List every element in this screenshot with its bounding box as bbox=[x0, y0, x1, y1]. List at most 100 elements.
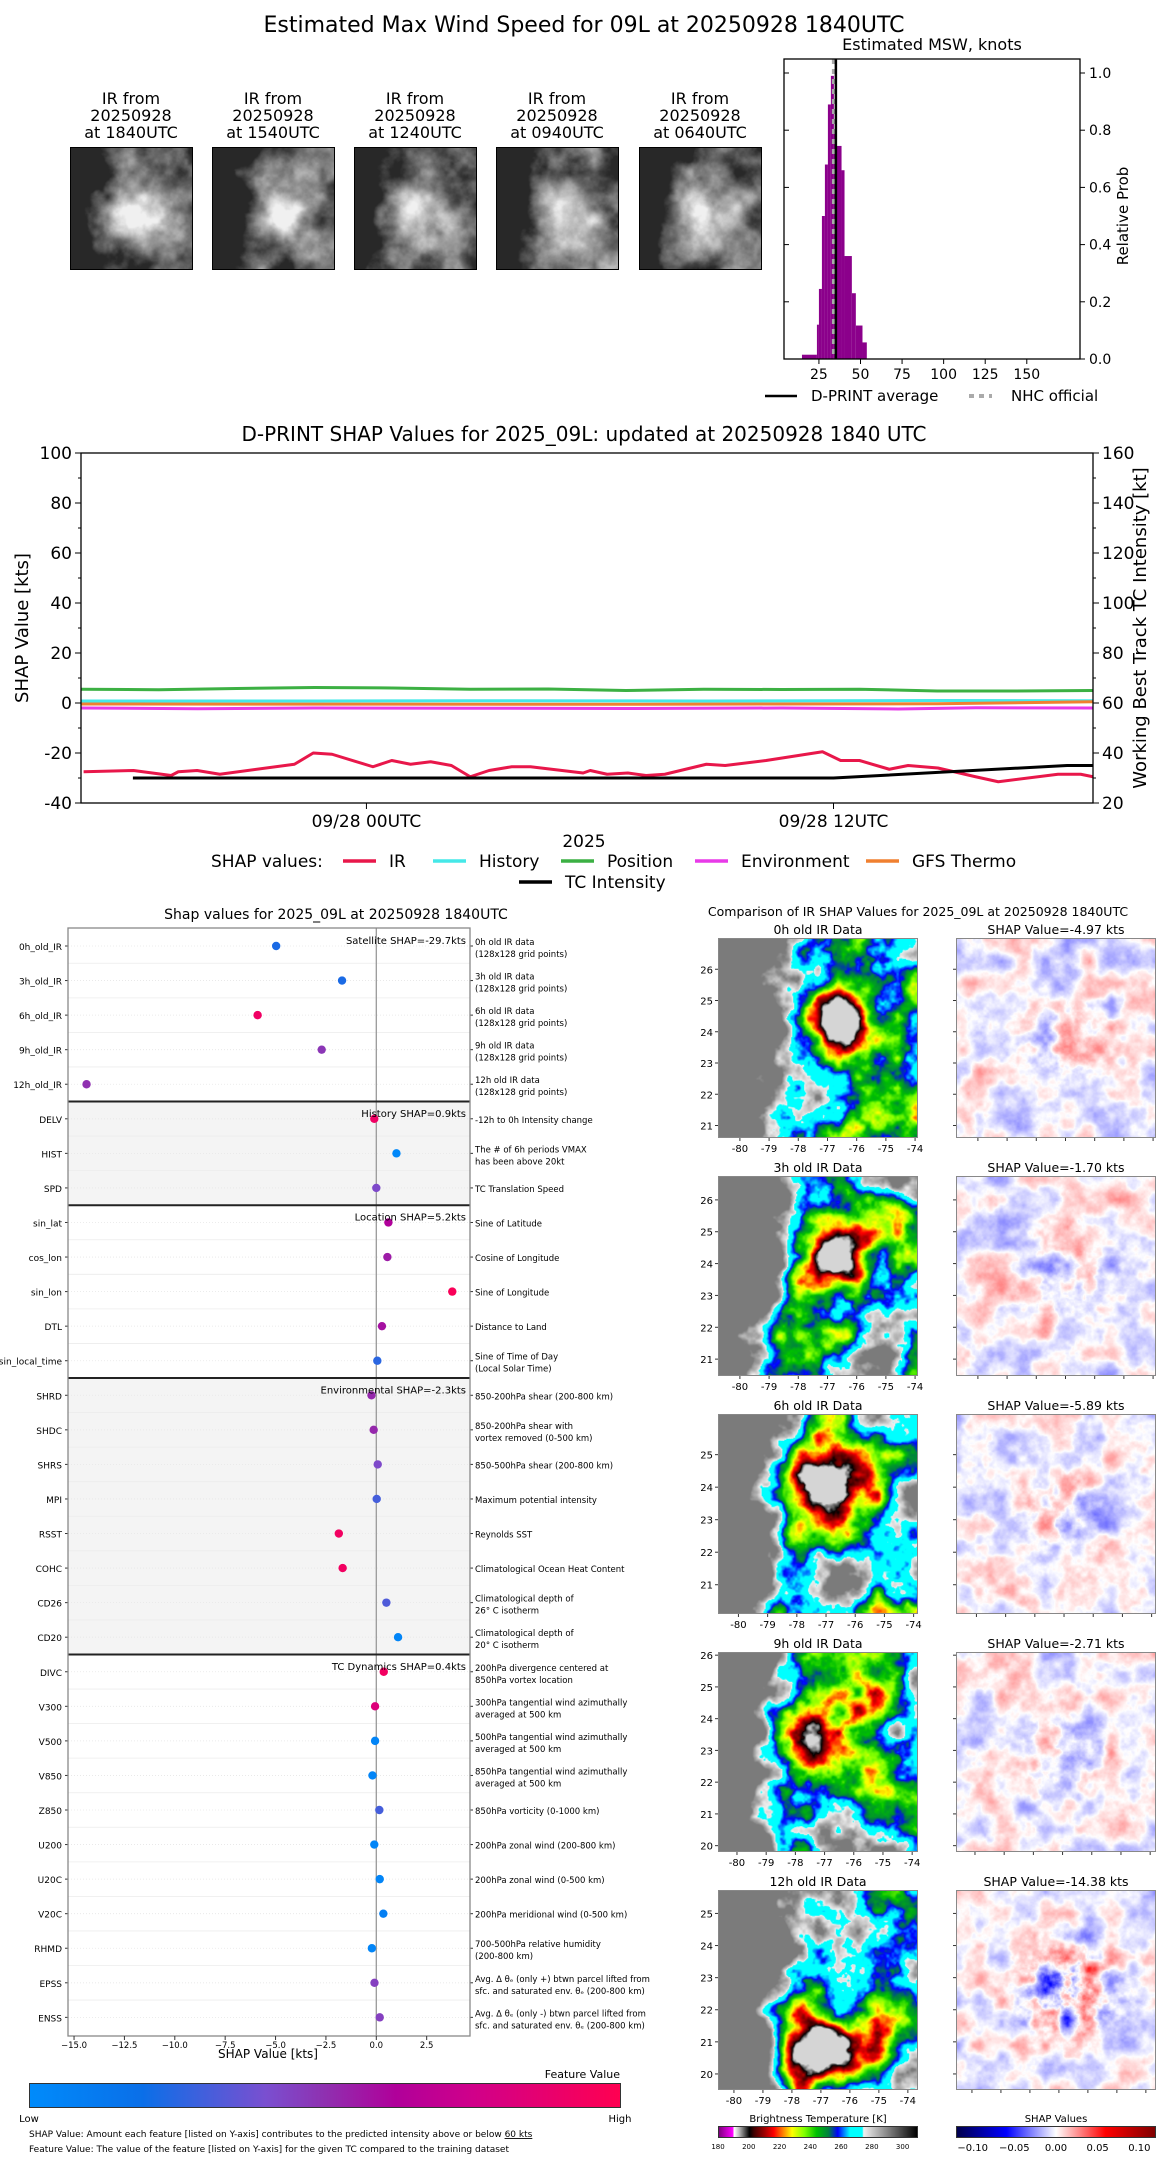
bt-tick-label: 260 bbox=[834, 2143, 847, 2151]
shap-dot bbox=[375, 1805, 384, 1815]
shap-map bbox=[956, 1652, 1156, 1852]
thumbnail-title-line: 20250928 bbox=[232, 106, 313, 125]
longitude-tick-label: -78 bbox=[790, 1144, 806, 1155]
shap-dot bbox=[375, 1874, 384, 1884]
legend-label: Position bbox=[607, 852, 673, 872]
feature-description: (128x128 grid points) bbox=[475, 1054, 567, 1064]
latitude-tick-label: 23 bbox=[700, 1746, 713, 1757]
series-line-environment bbox=[80, 706, 1094, 711]
latitude-tick-label: 24 bbox=[700, 1028, 713, 1039]
legend-nhc-label: NHC official bbox=[1011, 387, 1098, 405]
histogram-bar bbox=[821, 216, 825, 359]
latitude-tick-label: 23 bbox=[700, 1291, 713, 1302]
y2-tick-label: 80 bbox=[1102, 644, 1124, 664]
feature-label: SPD bbox=[44, 1185, 62, 1195]
longitude-tick-label: -75 bbox=[875, 1858, 891, 1869]
shap-panel-title: SHAP Value=-2.71 kts bbox=[987, 1636, 1124, 1651]
ir-thumbnail-image bbox=[70, 147, 193, 270]
series-line-position bbox=[80, 686, 1094, 693]
latitude-tick-label: 24 bbox=[700, 1260, 713, 1271]
thumbnail-title-line: IR from bbox=[386, 89, 444, 108]
feature-description: Climatological depth of bbox=[475, 1629, 575, 1639]
y-tick-label: 100 bbox=[40, 444, 72, 464]
feature-label: CD26 bbox=[37, 1600, 62, 1610]
latitude-tick-label: 23 bbox=[700, 1974, 713, 1985]
feature-description: (128x128 grid points) bbox=[475, 985, 567, 995]
shap-tick-label: 0.10 bbox=[1128, 2143, 1150, 2154]
footnote-feature-value: Feature Value: The value of the feature … bbox=[29, 2145, 509, 2155]
feature-description: (128x128 grid points) bbox=[475, 1088, 567, 1098]
shap-dot bbox=[369, 1425, 378, 1435]
ir-thumbnail-image bbox=[212, 147, 335, 270]
shap-dot bbox=[367, 1944, 377, 1953]
shap-dot bbox=[448, 1287, 457, 1296]
longitude-tick-label: -75 bbox=[871, 2096, 887, 2107]
bt-tick-label: 280 bbox=[865, 2143, 878, 2151]
y-axis-label: SHAP Value [kts] bbox=[12, 553, 33, 703]
dotplot-title: Shap values for 2025_09L at 20250928 184… bbox=[164, 907, 508, 923]
longitude-tick-label: -79 bbox=[759, 1620, 775, 1631]
colorbar-label: Feature Value bbox=[545, 2068, 621, 2081]
longitude-tick-label: -78 bbox=[790, 1382, 806, 1393]
y-tick-label: 0.6 bbox=[1089, 180, 1111, 196]
feature-label: SHRS bbox=[38, 1461, 63, 1471]
shap-dot bbox=[375, 2013, 384, 2022]
latitude-tick-label: 22 bbox=[700, 1548, 713, 1559]
latitude-tick-label: 24 bbox=[700, 1942, 713, 1953]
shap-dot bbox=[370, 1736, 380, 1746]
feature-description: The # of 6h periods VMAX bbox=[474, 1145, 587, 1155]
histogram-bar bbox=[851, 293, 856, 359]
thumbnail-title-line: at 0940UTC bbox=[510, 123, 604, 142]
x-tick-label: −5.0 bbox=[265, 2041, 286, 2051]
feature-description: 9h old IR data bbox=[475, 1042, 534, 1052]
thumbnail-title-line: 20250928 bbox=[374, 106, 455, 125]
feature-label: 6h_old_IR bbox=[19, 1012, 62, 1022]
series-line-gfs-thermo bbox=[80, 700, 1094, 706]
feature-label: MPI bbox=[46, 1496, 62, 1506]
histogram-bar bbox=[844, 256, 852, 359]
feature-label: SHDC bbox=[36, 1427, 62, 1437]
x-tick-label: 125 bbox=[972, 367, 999, 383]
feature-label: V500 bbox=[39, 1738, 63, 1748]
y-tick-label: -40 bbox=[44, 794, 72, 814]
longitude-tick-label: -76 bbox=[847, 1620, 863, 1631]
y2-tick-label: 140 bbox=[1102, 494, 1134, 514]
shap-tick-label: 0.00 bbox=[1045, 2143, 1067, 2154]
feature-description: sfc. and saturated env. θₑ (200-800 km) bbox=[475, 1987, 645, 1997]
feature-label: V300 bbox=[39, 1703, 63, 1713]
feature-label: cos_lon bbox=[29, 1254, 62, 1264]
shap-map bbox=[956, 1890, 1156, 2090]
histogram-bar bbox=[841, 170, 845, 359]
y2-tick-label: 20 bbox=[1102, 794, 1124, 814]
shap-values-colorbar bbox=[956, 2126, 1156, 2138]
latitude-tick-label: 22 bbox=[700, 1090, 713, 1101]
series-line-history bbox=[81, 699, 1094, 703]
feature-description: 850-500hPa shear (200-800 km) bbox=[475, 1461, 613, 1471]
longitude-tick-label: -76 bbox=[849, 1144, 865, 1155]
shap-panel-title: SHAP Value=-14.38 kts bbox=[983, 1874, 1128, 1889]
feature-description: 850-200hPa shear (200-800 km) bbox=[475, 1392, 613, 1402]
y-tick-label: 60 bbox=[50, 544, 72, 564]
shap-dot bbox=[370, 1114, 379, 1124]
histogram-bar bbox=[824, 164, 828, 359]
shap-panel-title: SHAP Value=-1.70 kts bbox=[987, 1160, 1124, 1175]
feature-description: Maximum potential intensity bbox=[475, 1496, 597, 1506]
feature-description: Distance to Land bbox=[475, 1323, 547, 1333]
feature-description: Climatological depth of bbox=[475, 1595, 575, 1605]
histogram-bar bbox=[818, 288, 822, 359]
y-tick-label: 80 bbox=[50, 494, 72, 514]
longitude-tick-label: -79 bbox=[755, 2096, 771, 2107]
feature-label: U20C bbox=[38, 1876, 62, 1886]
histogram-bar bbox=[862, 342, 867, 359]
thumbnail-title-line: IR from bbox=[671, 89, 729, 108]
y2-tick-label: 160 bbox=[1102, 444, 1134, 464]
latitude-tick-label: 23 bbox=[700, 1059, 713, 1070]
feature-label: V850 bbox=[39, 1772, 63, 1782]
legend-label: History bbox=[479, 852, 539, 872]
shap-map bbox=[956, 1414, 1156, 1614]
histogram-title: Estimated MSW, knots bbox=[842, 35, 1022, 54]
shap-dot bbox=[372, 1183, 381, 1193]
y-tick-label: 0.4 bbox=[1089, 238, 1111, 254]
feature-description: Sine of Longitude bbox=[475, 1289, 549, 1299]
x-axis-label: SHAP Value [kts] bbox=[218, 2047, 318, 2061]
